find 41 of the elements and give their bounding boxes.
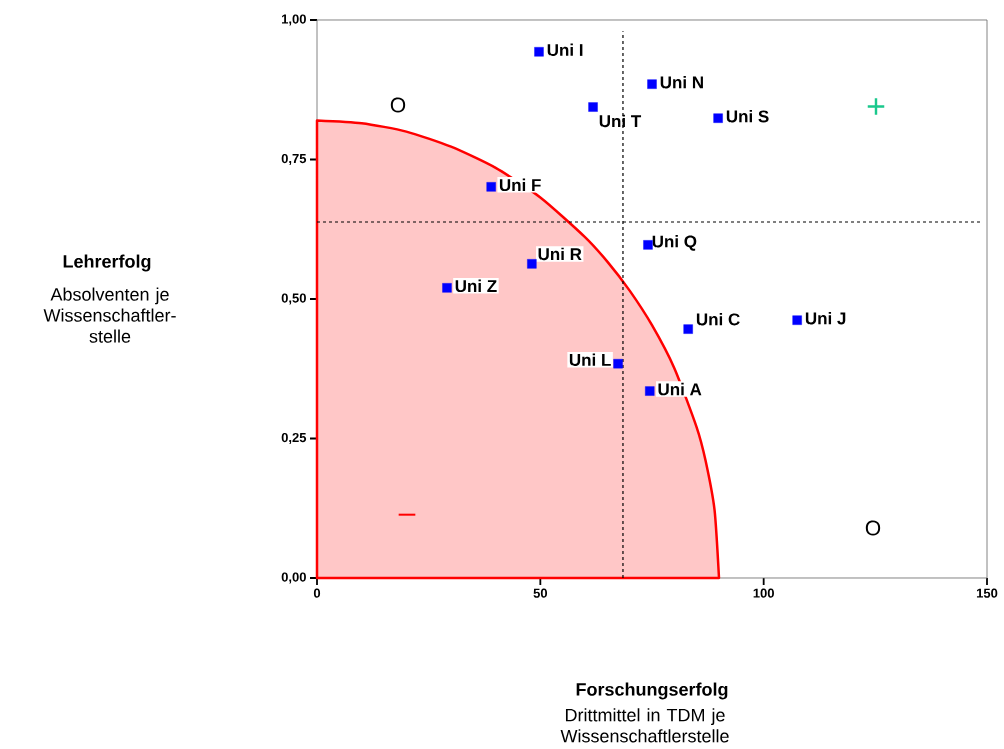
- y-tick-label: 0,00: [281, 572, 306, 584]
- series-label: Uni Q: [652, 235, 697, 251]
- annotation: O: [390, 97, 406, 113]
- point: [442, 283, 452, 293]
- x-tick-label: 100: [753, 588, 774, 598]
- series-label: Uni S: [726, 109, 769, 123]
- series-label: Uni J: [805, 311, 846, 325]
- annotation: –: [398, 513, 416, 516]
- text: Lehrerfolg: [63, 254, 151, 272]
- point: [613, 359, 623, 369]
- series-label: Uni A: [658, 382, 702, 396]
- point: [486, 182, 496, 192]
- x-tick-label: 50: [533, 588, 548, 598]
- x-axis-title: Forschungserfolg: [576, 682, 728, 700]
- y-tick-label: 0,50: [281, 293, 306, 305]
- series-label: Uni L: [569, 353, 611, 366]
- x-tick-label: 0: [313, 588, 321, 598]
- point: [647, 79, 657, 89]
- series-label: Uni I: [547, 43, 583, 57]
- y-tick-label: 0,75: [281, 153, 307, 166]
- point: [645, 386, 655, 396]
- series-label: Uni Z: [455, 279, 497, 293]
- point: [683, 324, 693, 334]
- text: Drittmittel in TDM je Wissenschaftlerstelle: [560, 708, 729, 743]
- series-label: Uni F: [499, 178, 541, 192]
- point: [527, 259, 537, 269]
- point: [534, 47, 544, 57]
- point: [588, 102, 598, 112]
- series-label: Uni R: [538, 247, 582, 261]
- y-tick-label: 1,00: [281, 14, 306, 26]
- point: [792, 315, 802, 325]
- series-label: Uni T: [599, 114, 642, 128]
- point: [713, 113, 723, 123]
- x-tick-label: 150: [976, 588, 998, 598]
- point: [643, 240, 653, 250]
- y-tick-label: 0,25: [281, 432, 307, 445]
- series-label: Uni N: [660, 75, 703, 89]
- series-label: Uni C: [696, 312, 740, 326]
- annotation: O: [865, 520, 881, 536]
- annotation: +: [867, 98, 885, 115]
- text: Absolventen je Wissenschaftler-stelle: [43, 287, 176, 343]
